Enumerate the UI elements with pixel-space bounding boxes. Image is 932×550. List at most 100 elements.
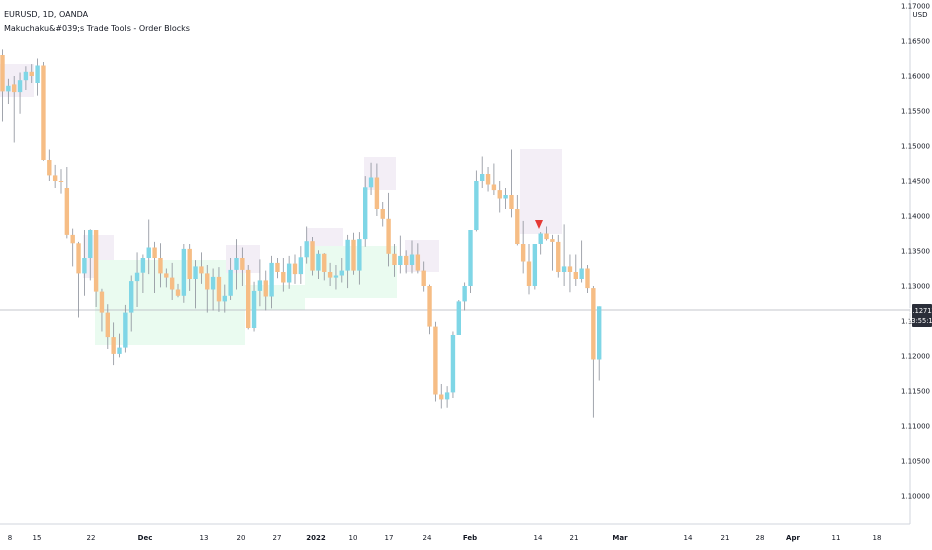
bear-candle-body (403, 255, 409, 265)
candle (82, 230, 87, 296)
bear-candle-body (292, 263, 298, 275)
bear-candle-body (158, 258, 163, 274)
candle (392, 244, 397, 277)
bear-candle-body (544, 233, 549, 240)
x-tick-label: 15 (33, 534, 42, 542)
sell-signal-marker (535, 220, 543, 229)
candle (12, 76, 17, 143)
x-tick-label: Mar (612, 534, 628, 542)
bull-order-block (95, 260, 245, 345)
y-tick-label: 1.17000 (901, 3, 930, 11)
bear-candle-body (64, 188, 70, 235)
bear-candle-body (415, 254, 421, 271)
indicator-title[interactable]: Makuchaku&#039;s Trade Tools - Order Blo… (4, 24, 190, 33)
candle (58, 169, 64, 194)
candle (269, 255, 274, 309)
x-tick-label: 2022 (306, 534, 326, 542)
candle (538, 232, 543, 255)
candle (140, 254, 146, 293)
time-axis[interactable]: 8 15 22 Dec 13 20 27 2022 10 17 24 Feb 14 21 Mar 14 21 28… (8, 534, 882, 542)
y-tick-label: 1.11500 (901, 388, 930, 396)
bull-candle-body (181, 248, 187, 296)
candle (561, 224, 567, 286)
bull-candle-body (316, 253, 321, 271)
bear-candle-body (327, 272, 333, 278)
bear-candle-body (351, 239, 356, 271)
candle (444, 386, 450, 408)
bear-candle-body (485, 174, 491, 185)
bull-candle-body (298, 257, 304, 275)
candle (70, 228, 75, 267)
symbol-title[interactable]: EURUSD, 1D, OANDA (4, 10, 89, 19)
candle (415, 243, 421, 274)
candle (427, 284, 432, 335)
x-tick-label: 27 (273, 534, 282, 542)
bear-candle-body (515, 209, 520, 244)
bear-candle-body (591, 288, 596, 360)
candle (205, 265, 210, 313)
bear-candle-body (105, 312, 110, 338)
candle (433, 321, 438, 402)
candle (439, 384, 444, 409)
candle (17, 72, 23, 114)
bear-candle-body (567, 266, 573, 272)
x-tick-label: 21 (721, 534, 730, 542)
candle (222, 284, 227, 313)
candle (322, 253, 327, 281)
candle (456, 300, 461, 335)
candle (345, 234, 350, 289)
bull-candle-body (333, 275, 339, 278)
candle (216, 267, 222, 312)
candle (35, 58, 40, 96)
candle (281, 258, 286, 292)
candle (210, 268, 216, 311)
candle (0, 49, 5, 122)
bull-candle-body (286, 263, 292, 283)
bear-candle-body (374, 177, 380, 209)
bear-candle-body (169, 277, 175, 290)
y-tick-label: 1.12000 (901, 353, 930, 361)
candle (158, 243, 163, 288)
bull-candle-body (88, 230, 93, 258)
bear-candle-body (520, 244, 526, 262)
candle (187, 244, 192, 291)
bear-candle-body (47, 160, 52, 176)
candle (52, 164, 58, 188)
x-tick-label: 18 (873, 534, 882, 542)
bull-candle-body (117, 347, 122, 354)
bear-candle-body (93, 230, 99, 292)
bull-candle-body (339, 270, 344, 276)
candle (99, 288, 105, 332)
candle (134, 252, 140, 307)
candle (368, 162, 374, 195)
candle (468, 230, 473, 293)
bull-candle-body (450, 335, 456, 393)
candle (117, 333, 122, 358)
candle (556, 234, 561, 278)
bear-candle-body (573, 272, 578, 279)
candle (29, 64, 34, 83)
candle (64, 167, 70, 239)
candle (175, 283, 181, 298)
candles (0, 49, 602, 418)
bull-candle-body (398, 255, 403, 265)
candle (363, 176, 368, 247)
bull-candle-body (503, 195, 508, 199)
bear-candle-body (164, 273, 169, 278)
bear-candle-body (12, 84, 17, 93)
candle (76, 241, 81, 318)
bear-candle-body (281, 272, 286, 283)
candle (304, 226, 309, 264)
x-tick-label: 10 (349, 534, 358, 542)
y-tick-label: 1.16500 (901, 38, 930, 46)
y-tick-label: 1.13500 (901, 248, 930, 256)
price-axis[interactable]: 1.17000 1.16500 1.16000 1.15500 1.15000 1.145… (901, 3, 930, 501)
candle (579, 240, 584, 283)
candle (403, 250, 409, 274)
candle (421, 261, 426, 292)
candle (228, 258, 233, 300)
bull-candle-body (35, 65, 40, 83)
candle (234, 239, 239, 290)
